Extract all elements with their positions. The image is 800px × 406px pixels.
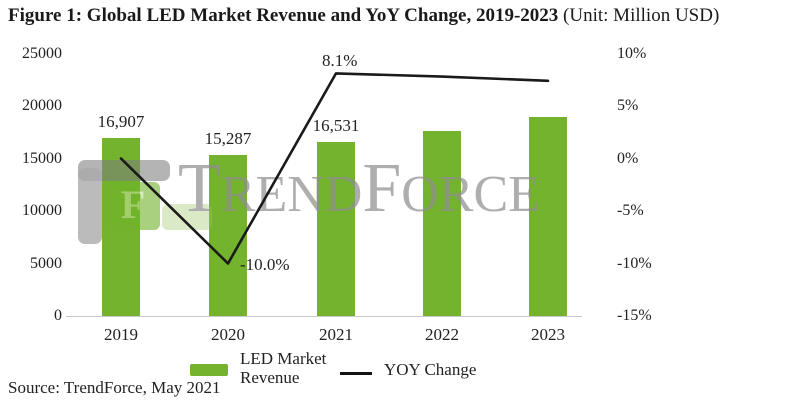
legend-bar-label: LED Market Revenue bbox=[240, 349, 327, 387]
bar-2020 bbox=[209, 155, 247, 316]
left-axis-tick: 5000 bbox=[30, 254, 62, 272]
left-axis-tick: 0 bbox=[54, 307, 62, 324]
legend-line-label: YOY Change bbox=[384, 360, 477, 379]
x-axis-label: 2022 bbox=[425, 325, 459, 344]
source-note: Source: TrendForce, May 2021 bbox=[8, 378, 221, 397]
chart-title: Figure 1: Global LED Market Revenue and … bbox=[8, 5, 798, 27]
bar-2023 bbox=[529, 117, 567, 316]
line-value-label: 8.1% bbox=[322, 51, 358, 71]
bar-value-label: 15,287 bbox=[204, 129, 252, 149]
right-axis-tick: 0% bbox=[617, 149, 639, 167]
legend-line-swatch bbox=[340, 372, 372, 375]
line-value-label: -10.0% bbox=[240, 254, 290, 274]
right-axis-tick: -5% bbox=[617, 202, 644, 219]
chart-title-unit: (Unit: Million USD) bbox=[558, 5, 720, 26]
right-axis-tick: -15% bbox=[617, 307, 652, 324]
bar-value-label: 16,531 bbox=[312, 116, 360, 136]
x-axis-line bbox=[66, 316, 582, 317]
x-axis-label: 2020 bbox=[211, 325, 245, 344]
legend-bar-swatch bbox=[190, 364, 228, 376]
right-axis-tick: -10% bbox=[617, 254, 652, 272]
bar-2022 bbox=[423, 131, 461, 316]
bar-value-label: 16,907 bbox=[97, 112, 145, 132]
right-axis-tick: 10% bbox=[617, 44, 647, 62]
bar-2021 bbox=[317, 142, 355, 316]
left-axis-tick: 10000 bbox=[22, 202, 62, 219]
x-axis-label: 2023 bbox=[531, 325, 565, 344]
left-axis-tick: 20000 bbox=[22, 97, 62, 114]
right-axis-tick: 5% bbox=[617, 97, 639, 114]
x-axis-label: 2021 bbox=[319, 325, 353, 344]
x-axis-label: 2019 bbox=[104, 325, 138, 344]
yoy-line bbox=[119, 72, 550, 265]
chart-title-main: Figure 1: Global LED Market Revenue and … bbox=[8, 5, 559, 26]
left-axis-tick: 15000 bbox=[22, 149, 62, 167]
left-axis-tick: 25000 bbox=[22, 44, 62, 62]
